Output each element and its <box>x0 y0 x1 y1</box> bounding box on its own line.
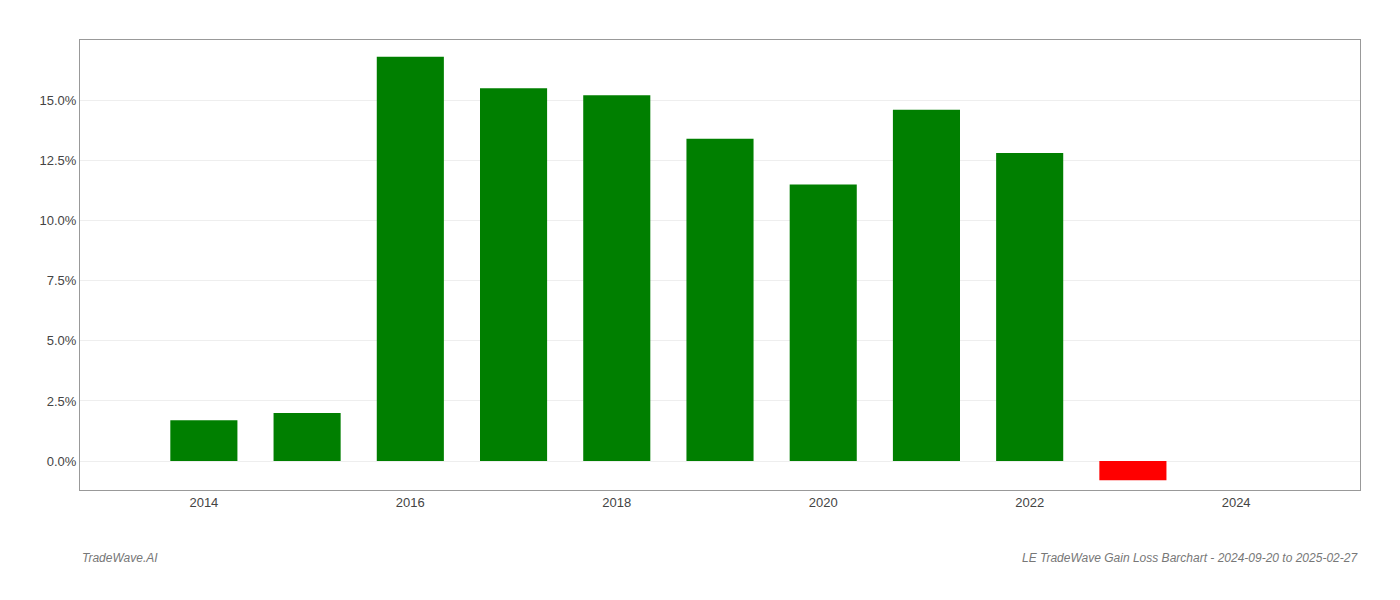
svg-text:2016: 2016 <box>396 495 425 510</box>
svg-text:12.5%: 12.5% <box>40 153 77 168</box>
svg-text:7.5%: 7.5% <box>47 273 77 288</box>
svg-text:10.0%: 10.0% <box>40 213 77 228</box>
svg-text:2022: 2022 <box>1015 495 1044 510</box>
svg-text:15.0%: 15.0% <box>40 93 77 108</box>
svg-text:2.5%: 2.5% <box>47 394 77 409</box>
svg-text:2014: 2014 <box>189 495 218 510</box>
svg-text:2018: 2018 <box>602 495 631 510</box>
svg-text:TradeWave.AI: TradeWave.AI <box>82 551 158 565</box>
svg-text:LE TradeWave Gain Loss Barchar: LE TradeWave Gain Loss Barchart - 2024-0… <box>1022 551 1358 565</box>
svg-text:2020: 2020 <box>809 495 838 510</box>
svg-text:0.0%: 0.0% <box>47 454 77 469</box>
svg-text:5.0%: 5.0% <box>47 333 77 348</box>
svg-text:2024: 2024 <box>1222 495 1251 510</box>
